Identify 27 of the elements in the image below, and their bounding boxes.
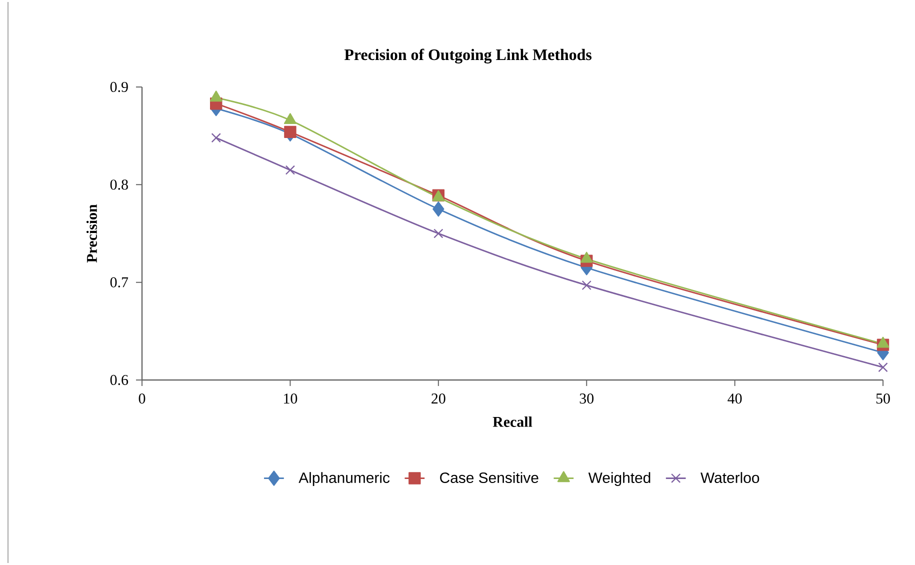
y-tick-label: 0.6 [110,374,128,386]
y-tick-label: 0.9 [110,82,128,92]
point [580,252,593,263]
x-tick-label: 20 [432,394,446,404]
legend-label: Case Sensitive [440,472,538,484]
point [434,228,444,238]
x-tick-label: 40 [728,394,742,404]
x-tick-label: 10 [284,394,298,404]
point [211,132,221,143]
point [284,113,296,124]
y-axis-title: Precision [86,204,97,263]
x-tick-label: 30 [580,394,594,404]
x-axis-title: Recall [492,416,532,427]
x-tick-label: 50 [876,394,890,404]
legend-label: Waterloo [700,472,760,484]
x-tick-label: 0 [138,394,146,404]
y-tick-label: 0.7 [110,277,128,288]
point [210,90,222,102]
legend-label: Alphanumeric [298,472,390,486]
point [284,126,296,138]
chart-title: Precision of Outgoing Link Methods [344,48,592,64]
point [432,201,444,217]
y-tick-label: 0.8 [110,180,128,190]
point [285,165,296,175]
legend-label: Weighted [588,472,650,486]
point [582,280,592,290]
point [878,362,888,372]
